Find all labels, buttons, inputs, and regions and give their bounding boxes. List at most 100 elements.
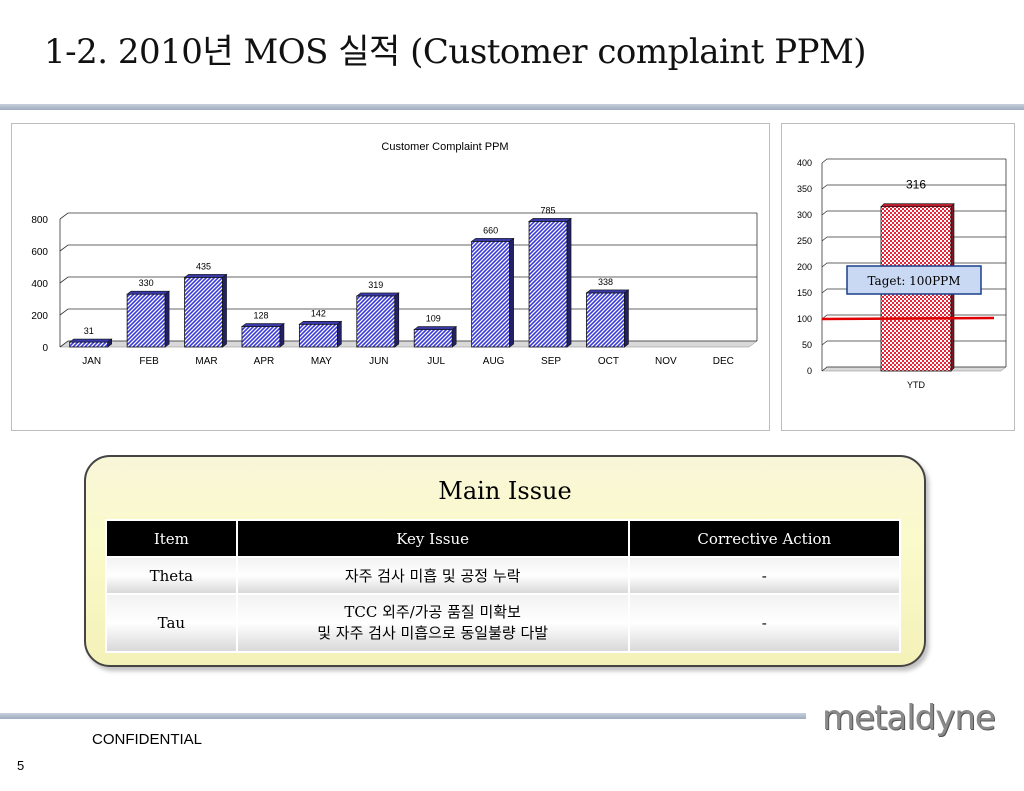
x-tick-label: YTD <box>907 380 926 390</box>
top-divider <box>0 104 1024 110</box>
bar-front <box>298 323 338 348</box>
bar-feb <box>126 290 171 348</box>
data-label: 128 <box>253 311 268 321</box>
header-corrective-action: Corrective Action <box>627 519 902 558</box>
x-tick-label: JAN <box>82 356 101 367</box>
gridline <box>59 340 757 348</box>
confidential-label: CONFIDENTIAL <box>92 731 203 748</box>
bar-front <box>126 293 166 348</box>
key-issue-line: 및 자주 검사 미흡으로 동일불량 다발 <box>317 624 549 642</box>
bar-top <box>68 338 113 343</box>
y-tick-label: 400 <box>31 279 48 290</box>
bar-side <box>566 217 572 348</box>
bar-apr <box>241 322 285 348</box>
cell-item: Tau <box>105 593 238 653</box>
bar-sep <box>528 217 572 348</box>
y-tick-label: 200 <box>797 262 812 272</box>
bar-jul <box>413 325 458 348</box>
cell-corrective-action: - <box>627 593 902 653</box>
bar-side <box>624 289 629 348</box>
data-label: 316 <box>906 178 926 192</box>
bar-top <box>355 292 400 297</box>
monthly-ppm-chart-svg: Customer Complaint PPM 0 200 400 600 800 JAN 31… <box>31 141 758 367</box>
bar-top <box>298 320 343 325</box>
key-issue-line: TCC 외주/가공 품질 미확보 <box>344 603 521 621</box>
data-label: 660 <box>483 225 498 235</box>
gridline <box>59 276 757 284</box>
bar-top <box>585 289 630 294</box>
main-issue-table: Item Key Issue Corrective Action Theta 자… <box>105 519 902 653</box>
bar-front <box>69 341 109 348</box>
y-tick-label: 200 <box>31 311 48 322</box>
data-label: 109 <box>426 314 441 324</box>
y-tick-label: 150 <box>797 288 812 298</box>
x-tick-label: FEB <box>139 356 159 367</box>
target-line <box>821 316 995 321</box>
y-tick-label: 50 <box>802 340 812 350</box>
bar-front <box>356 295 396 348</box>
header-key-issue: Key Issue <box>235 519 630 558</box>
bar-aug <box>470 237 515 348</box>
bar-top <box>528 218 572 222</box>
bottom-divider <box>0 713 806 719</box>
bar-top <box>880 203 955 207</box>
y-tick-label: 250 <box>797 236 812 246</box>
y-tick-label: 800 <box>31 215 48 226</box>
data-label: 338 <box>598 277 613 287</box>
x-tick-label: MAY <box>311 356 332 367</box>
data-label: 785 <box>541 205 556 215</box>
header-item: Item <box>105 519 238 558</box>
ytd-ppm-chart-svg: 0 50 100 150 200 250 300 350 400 316 YTD Taget: 100… <box>797 158 1007 390</box>
data-label: 142 <box>311 308 326 318</box>
x-tick-label: MAR <box>195 356 217 367</box>
ytd-ppm-chart: 0 50 100 150 200 250 300 350 400 316 YTD Taget: 100… <box>781 123 1015 431</box>
bar-oct <box>585 289 630 348</box>
y-tick-label: 300 <box>797 210 812 220</box>
x-tick-label: APR <box>254 356 275 367</box>
gridline <box>59 212 757 220</box>
bar-front <box>241 326 281 348</box>
bar-side <box>222 273 227 348</box>
gridline <box>59 244 757 252</box>
y-tick-label: 600 <box>31 247 48 258</box>
target-label-box <box>846 265 982 295</box>
company-logo: metaldyne <box>822 698 996 738</box>
bar-top <box>241 323 285 327</box>
x-tick-label: SEP <box>541 356 561 367</box>
bar-side <box>279 322 285 348</box>
bar-side <box>337 320 342 348</box>
target-label: Taget: 100PPM <box>867 274 960 288</box>
y-tick-label: 0 <box>807 366 812 376</box>
gridline <box>821 184 1006 190</box>
y-tick-label: 350 <box>797 184 812 194</box>
slide-title: 1-2. 2010년 MOS 실적 (Customer complaint PP… <box>44 32 867 72</box>
bar-jun <box>355 292 400 348</box>
gridline <box>821 158 1006 164</box>
x-tick-label: AUG <box>483 356 505 367</box>
cell-corrective-action: - <box>627 556 902 595</box>
bar-top <box>126 290 171 295</box>
bar-may <box>298 320 343 348</box>
y-tick-label: 400 <box>797 158 812 168</box>
main-issue-title: Main Issue <box>438 477 572 505</box>
x-tick-label: NOV <box>655 356 677 367</box>
gridline <box>59 308 757 316</box>
bar-top <box>183 274 228 278</box>
data-label: 31 <box>84 326 94 336</box>
cell-key-issue: 자주 검사 미흡 및 공정 누락 <box>235 556 630 595</box>
table-row: Theta 자주 검사 미흡 및 공정 누락 - <box>105 556 902 595</box>
key-issue-line: 자주 검사 미흡 및 공정 누락 <box>344 567 521 585</box>
bar-side <box>394 292 400 348</box>
bar-front <box>184 276 223 348</box>
bar-side <box>451 325 457 348</box>
main-issue-panel: Main Issue Item Key Issue Corrective Act… <box>84 455 926 667</box>
x-tick-label: DEC <box>713 356 734 367</box>
cell-item: Theta <box>105 556 238 595</box>
bar-front <box>586 292 625 348</box>
x-tick-label: JUN <box>369 356 388 367</box>
page-number: 5 <box>17 758 25 773</box>
x-tick-label: JUL <box>427 356 445 367</box>
data-label: 435 <box>196 261 211 271</box>
